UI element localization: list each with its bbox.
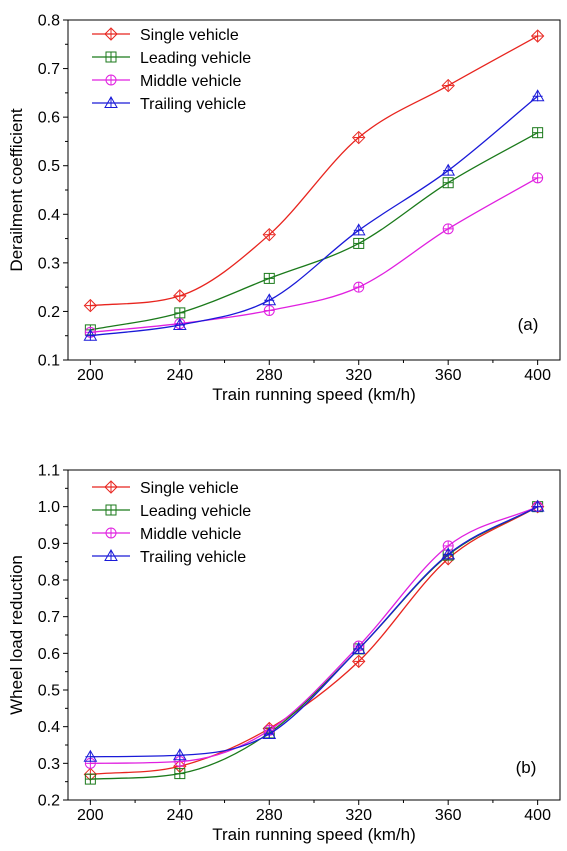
data-point: [442, 223, 454, 235]
data-point: [352, 130, 366, 145]
data-point: [83, 749, 98, 762]
legend-marker: [104, 548, 118, 561]
chart-panel-b: 200 240 280 320 360 400 0.2 0.3 0.4 0.5 0.6 0.7 0.8 0…: [7, 463, 561, 844]
y-tick-label: 0.5: [38, 683, 60, 700]
data-point: [351, 641, 366, 654]
data-point: [441, 547, 456, 560]
x-tick-label: 200: [77, 807, 104, 824]
data-point: [262, 293, 277, 306]
data-point: [84, 773, 96, 785]
series-line: [90, 95, 539, 337]
legend-label: Single vehicle: [140, 480, 239, 497]
x-tick-label: 400: [524, 807, 551, 824]
y-tick-label: 0.8: [38, 13, 60, 30]
legend-label: Leading vehicle: [140, 50, 251, 67]
legend-marker: [104, 95, 118, 108]
series-middle-vehicle: [84, 501, 544, 769]
data-point: [530, 499, 545, 512]
data-point: [83, 328, 98, 341]
y-tick-label: 0.2: [38, 304, 60, 321]
data-point: [172, 748, 187, 761]
legend-marker: [105, 527, 117, 539]
y-tick-label: 0.6: [38, 646, 60, 663]
x-tick-label: 200: [77, 367, 104, 384]
y-axis-label: Wheel load reduction: [7, 555, 26, 715]
series-trailing-vehicle: [83, 499, 545, 762]
data-point: [174, 768, 186, 780]
legend-marker: [105, 51, 117, 63]
x-tick-label: 360: [435, 807, 462, 824]
y-tick-label: 1.1: [38, 463, 60, 480]
y-tick-label: 0.9: [38, 536, 60, 553]
y-axis-label: Derailment coefficient: [7, 108, 26, 271]
legend-label: Middle vehicle: [140, 73, 241, 90]
y-tick-label: 0.6: [38, 110, 60, 127]
data-point: [351, 223, 366, 236]
data-point: [263, 272, 275, 284]
y-tick-label: 0.4: [38, 719, 60, 736]
legend-marker: [104, 480, 118, 494]
data-point: [263, 304, 275, 316]
data-point: [174, 307, 186, 319]
x-tick-label: 280: [256, 367, 283, 384]
data-point: [530, 89, 545, 102]
x-tick-label: 400: [524, 367, 551, 384]
data-point: [353, 237, 365, 249]
y-tick-label: 0.8: [38, 573, 60, 590]
legend: Single vehicle Leading vehicle Middle vehi…: [92, 27, 251, 113]
data-point: [532, 127, 544, 139]
x-tick-label: 320: [345, 807, 372, 824]
x-tick-label: 280: [256, 807, 283, 824]
data-point: [352, 654, 366, 669]
legend-marker: [104, 27, 118, 41]
y-tick-label: 0.7: [38, 61, 60, 78]
series-middle-vehicle: [84, 172, 544, 338]
chart-panel-a: 200 240 280 320 360 400 0.1 0.2 0.3 0.4 0.5 0.6 0.7 0…: [7, 13, 561, 404]
series-line: [90, 506, 538, 775]
series-single-vehicle: [83, 29, 545, 313]
y-tick-label: 0.3: [38, 255, 60, 272]
data-point: [441, 78, 455, 93]
panel-label: (a): [518, 315, 539, 334]
legend-label: Trailing vehicle: [140, 549, 246, 566]
x-tick-label: 320: [345, 367, 372, 384]
legend-label: Leading vehicle: [140, 503, 251, 520]
y-tick-label: 0.1: [38, 353, 60, 370]
data-point: [262, 726, 277, 739]
y-tick-label: 0.5: [38, 158, 60, 175]
data-point: [441, 163, 456, 176]
x-axis-label: Train running speed (km/h): [212, 385, 415, 404]
x-axis-label: Train running speed (km/h): [212, 825, 415, 844]
data-point: [172, 318, 187, 331]
legend-label: Trailing vehicle: [140, 96, 246, 113]
data-point: [353, 281, 365, 293]
data-point: [173, 289, 187, 303]
y-tick-label: 0.3: [38, 756, 60, 773]
data-point: [530, 29, 545, 43]
series-trailing-vehicle: [83, 89, 545, 341]
legend-marker: [105, 504, 117, 516]
legend-marker: [105, 74, 117, 86]
legend-label: Single vehicle: [140, 27, 239, 44]
data-point: [83, 298, 98, 313]
x-tick-label: 240: [166, 807, 193, 824]
y-tick-label: 0.4: [38, 207, 60, 224]
y-tick-label: 0.7: [38, 609, 60, 626]
legend-label: Middle vehicle: [140, 526, 241, 543]
y-tick-label: 1.0: [38, 499, 60, 516]
data-point: [532, 172, 544, 184]
data-point: [262, 227, 276, 242]
x-tick-label: 240: [166, 367, 193, 384]
y-tick-label: 0.2: [38, 793, 60, 810]
panel-label: (b): [516, 758, 537, 777]
x-tick-label: 360: [435, 367, 462, 384]
series-line: [90, 177, 538, 333]
legend: Single vehicle Leading vehicle Middle vehi…: [92, 480, 251, 566]
data-point: [442, 177, 454, 189]
